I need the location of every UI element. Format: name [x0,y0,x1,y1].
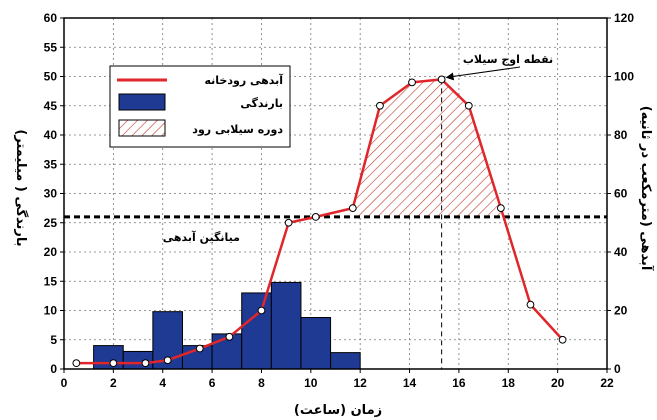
legend-swatch-rainfall [118,93,166,111]
x-tick-label: 22 [600,376,614,390]
y-left-tick-label: 20 [44,245,58,259]
y-left-tick-label: 15 [44,274,58,288]
y-right-tick-label: 0 [614,362,621,376]
y-left-tick-label: 60 [44,11,58,25]
discharge-point [163,356,172,365]
discharge-point [496,204,505,213]
x-tick-label: 20 [551,376,565,390]
flood-period-hatch [352,79,501,217]
y-left-tick-label: 40 [44,128,58,142]
legend-swatch-flood [118,119,166,137]
y-right-tick-label: 100 [614,70,634,84]
flood-period-area [352,79,501,217]
legend-label-flood: دوره سیلابی رود [192,123,283,136]
rainfall-bar [300,317,332,370]
x-tick-label: 0 [61,376,68,390]
rainfall-bars [93,281,361,370]
legend: آبدهی رودخانه بارندگی دوره سیلابی رود [109,65,291,148]
peak-label: نقطه اوج سیلاب [463,53,553,67]
y-right-tick-label: 60 [614,187,628,201]
y-right-tick-label: 80 [614,128,628,142]
discharge-point [348,204,357,213]
x-tick-label: 10 [304,376,318,390]
y-left-tick-label: 50 [44,70,58,84]
y-right-axis-title: آبدهی (مترمکعب در ثانیه) [638,106,655,271]
rainfall-bar [122,350,154,370]
rainfall-bar [241,292,272,370]
discharge-point [284,218,293,227]
y-left-tick-label: 10 [44,304,58,318]
discharge-point [408,78,416,87]
y-left-tick-label: 30 [44,187,58,201]
y-left-tick-label: 0 [50,362,57,376]
discharge-point [109,359,118,368]
rainfall-bar [270,281,302,370]
y-left-tick-label: 5 [50,333,57,347]
discharge-series [72,66,567,368]
mean-discharge-label: میانگین آبدهی [163,230,240,244]
x-tick-label: 8 [258,376,265,390]
y-right-tick-label: 120 [614,11,634,25]
legend-label-discharge: آبدهی رودخانه [204,73,283,87]
legend-label-rainfall: بارندگی [240,97,283,110]
discharge-point [437,75,446,84]
discharge-point [225,332,234,341]
rainfall-bar [93,345,124,370]
discharge-point [376,101,384,110]
x-tick-label: 14 [403,376,417,390]
mean-discharge-line-group [64,79,607,369]
y-left-tick-label: 25 [44,216,58,230]
x-tick-label: 16 [452,376,466,390]
discharge-point [526,300,535,309]
discharge-point [72,359,81,368]
x-tick-label: 18 [502,376,516,390]
y-right-tick-label: 40 [614,245,628,259]
peak-arrow [445,66,521,81]
x-tick-label: 2 [110,376,117,390]
rainfall-bar [330,352,361,370]
discharge-point [141,359,150,368]
x-tick-label: 4 [159,376,166,390]
discharge-point [195,344,204,353]
y-left-tick-label: 35 [44,157,58,171]
x-tick-label: 12 [354,376,368,390]
y-right-tick-label: 20 [614,304,628,318]
discharge-point [257,306,266,315]
tick-labels: 0 2 4 6 8 10 12 14 16 18 20 22051015202530354045505… [44,11,635,390]
y-left-tick-label: 55 [44,40,58,54]
y-left-axis-title: بارندگی ( میلیمتر) [13,129,29,246]
discharge-point [311,213,320,221]
discharge-point [464,101,473,110]
discharge-point [558,335,567,344]
x-axis-title: زمان (ساعت) [294,403,382,418]
y-left-tick-label: 45 [44,99,58,113]
x-tick-label: 6 [209,376,216,390]
